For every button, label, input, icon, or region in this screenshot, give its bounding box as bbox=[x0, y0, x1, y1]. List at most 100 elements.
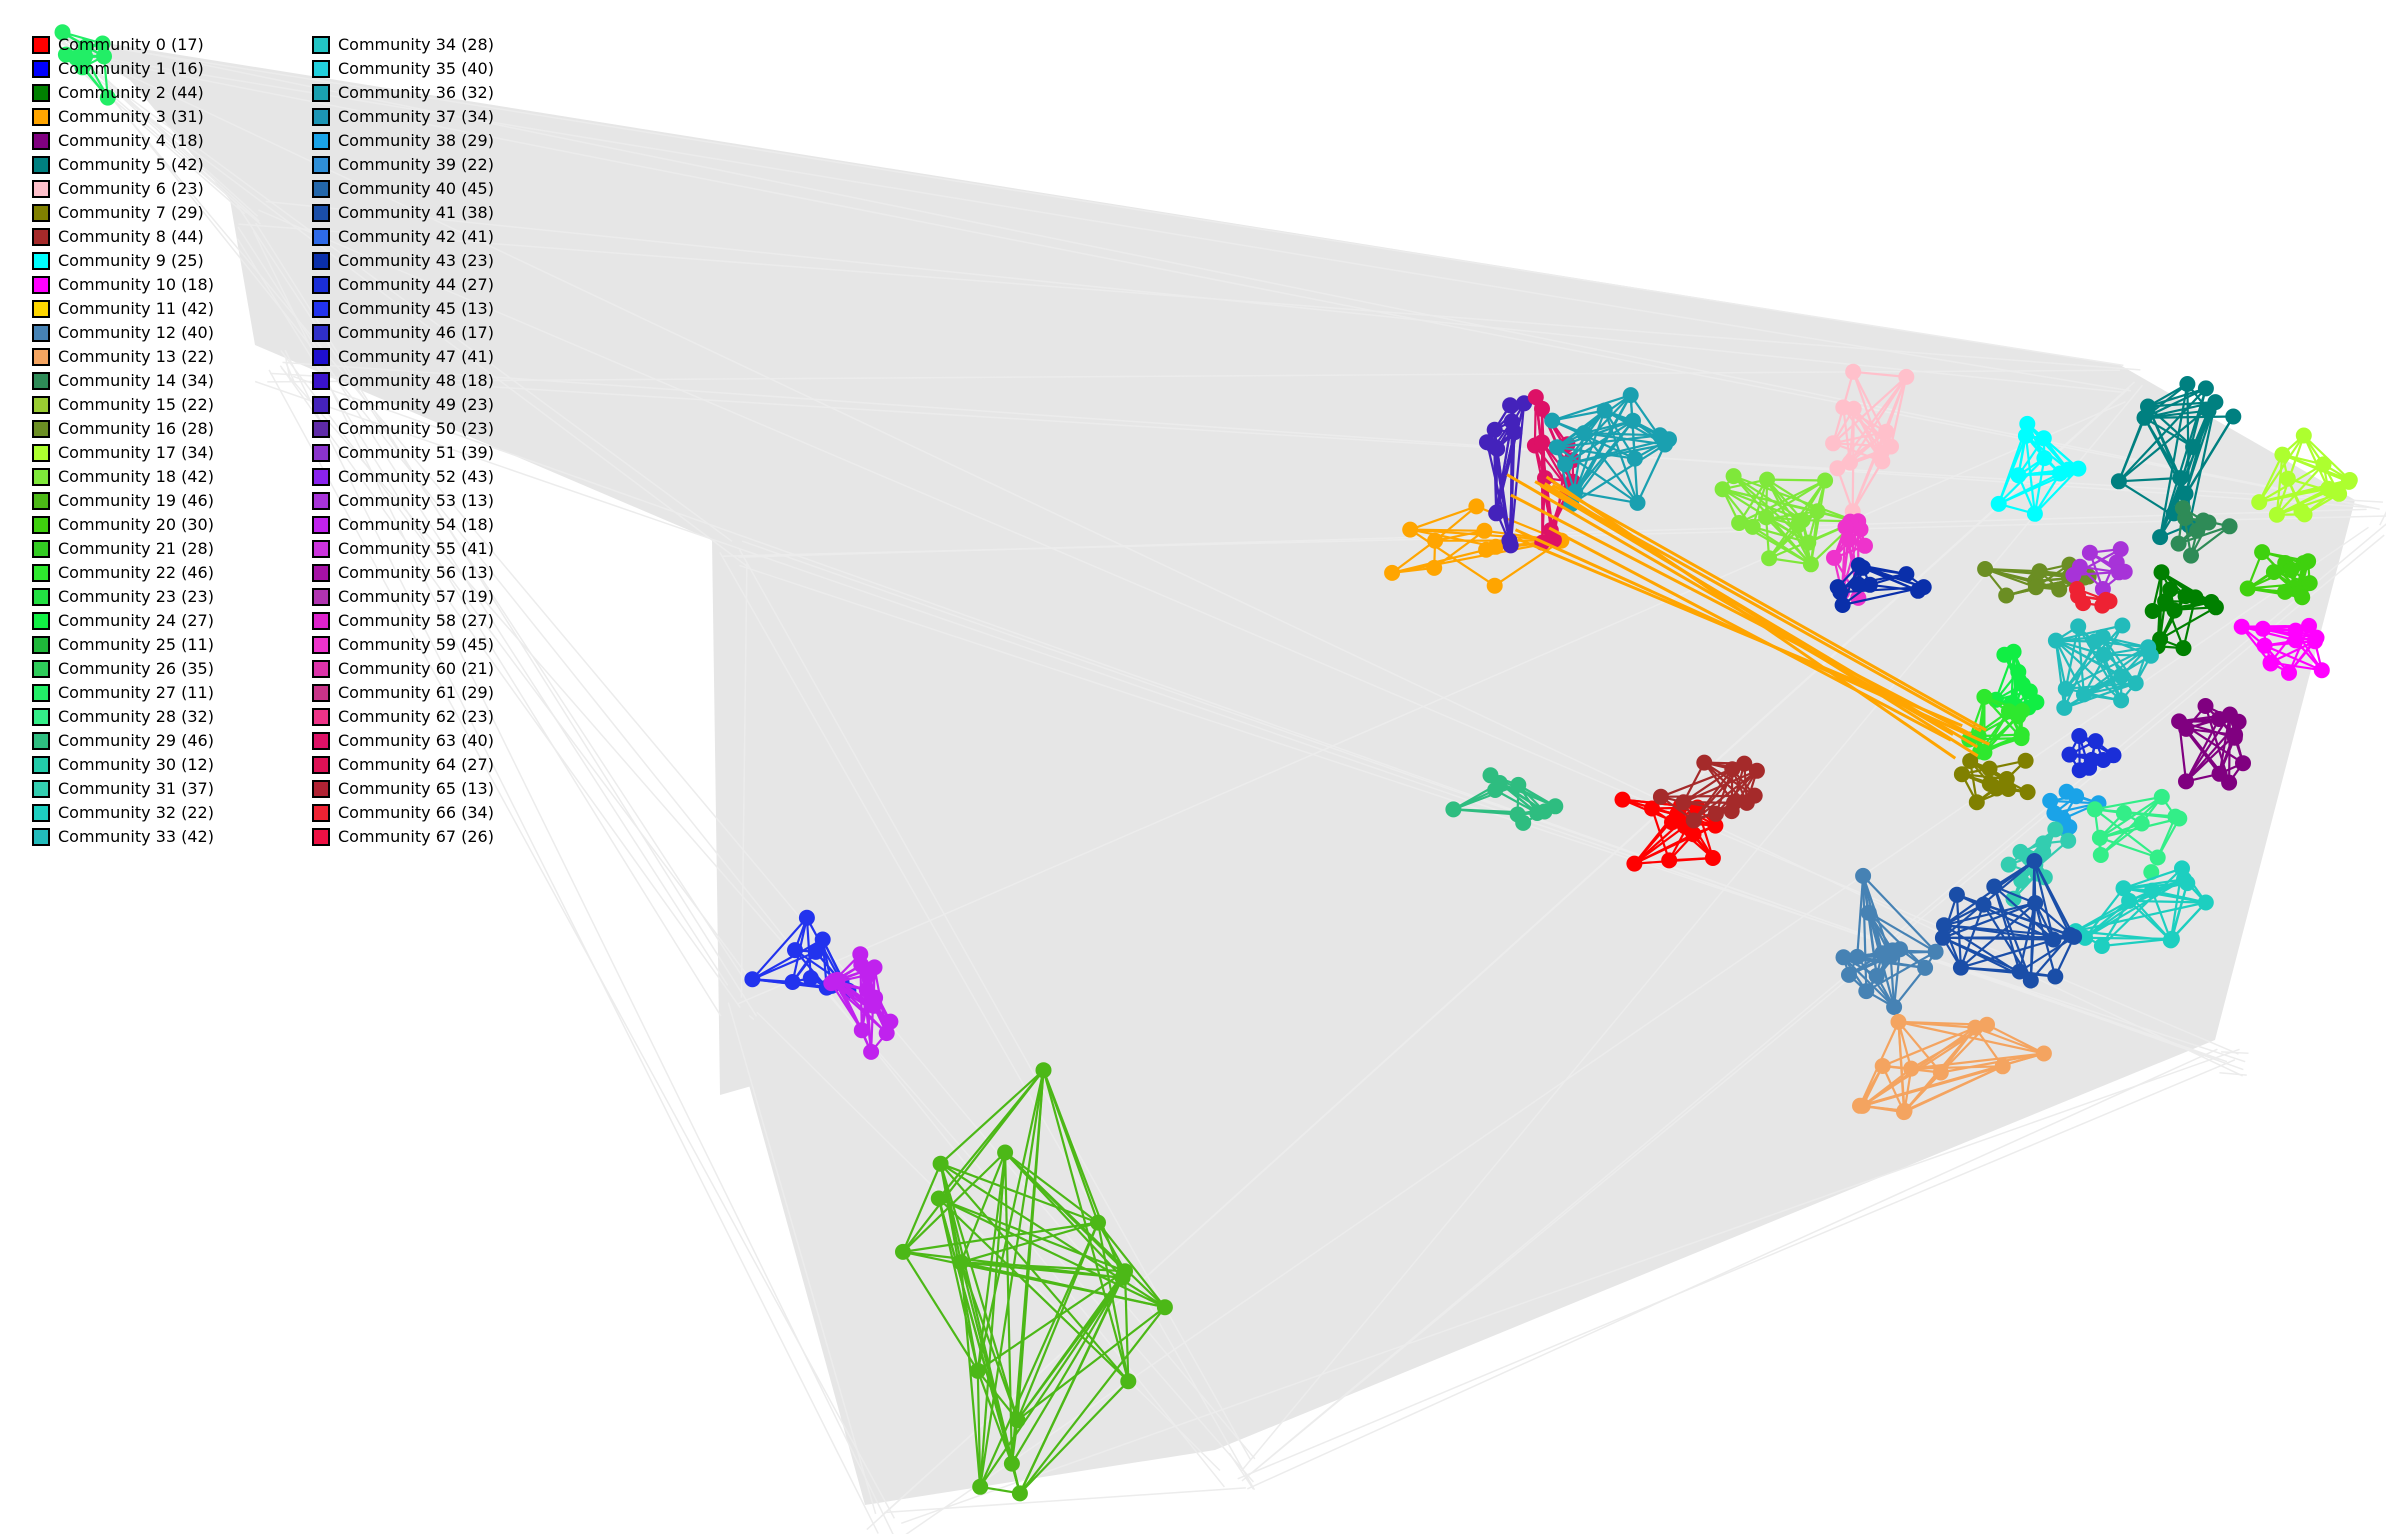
legend-item: Community 31 (37) bbox=[32, 777, 214, 801]
community-edge bbox=[1889, 376, 1908, 447]
graph-node bbox=[2093, 938, 2110, 954]
legend-item: Community 63 (40) bbox=[312, 729, 494, 753]
graph-node bbox=[1988, 780, 2005, 797]
graph-node bbox=[1664, 814, 1680, 831]
legend-swatch bbox=[312, 420, 330, 438]
community-edge bbox=[2147, 387, 2207, 408]
graph-node bbox=[2287, 632, 2304, 649]
legend-item: Community 54 (18) bbox=[312, 513, 494, 537]
graph-node bbox=[1714, 481, 1731, 498]
background-edge bbox=[280, 367, 1255, 1483]
legend-label: Community 55 (41) bbox=[338, 539, 494, 558]
graph-node bbox=[2121, 892, 2138, 909]
community-edge bbox=[937, 1198, 1013, 1464]
community-edge bbox=[2123, 887, 2206, 904]
community-edge bbox=[1859, 1052, 2045, 1107]
community-edge bbox=[805, 917, 812, 979]
community-edge bbox=[2055, 639, 2122, 702]
community-edge bbox=[1738, 479, 1826, 524]
community-edge bbox=[1409, 505, 1477, 531]
community-edge bbox=[977, 1270, 1126, 1372]
community-edge bbox=[1018, 1277, 1124, 1494]
legend-swatch bbox=[312, 156, 330, 174]
legend-label: Community 66 (34) bbox=[338, 803, 494, 822]
graph-node bbox=[2149, 849, 2166, 866]
legend-label: Community 38 (29) bbox=[338, 131, 494, 150]
legend-label: Community 24 (27) bbox=[58, 611, 214, 630]
graph-node bbox=[1120, 1373, 1137, 1390]
legend-label: Community 67 (26) bbox=[338, 827, 494, 846]
graph-node bbox=[2225, 408, 2242, 425]
graph-node bbox=[2152, 631, 2169, 648]
graph-node bbox=[1986, 878, 2003, 895]
community-edge bbox=[1485, 441, 1511, 541]
legend-item: Community 23 (23) bbox=[32, 585, 214, 609]
community-edge bbox=[1556, 446, 1639, 504]
graph-node bbox=[2268, 506, 2285, 523]
graph-node bbox=[2172, 470, 2189, 486]
legend-swatch bbox=[312, 84, 330, 102]
legend-swatch bbox=[312, 396, 330, 414]
graph-node bbox=[2277, 583, 2293, 600]
graph-node bbox=[57, 46, 74, 63]
legend-label: Community 32 (22) bbox=[58, 803, 214, 822]
graph-node bbox=[1644, 800, 1660, 817]
graph-node bbox=[2112, 541, 2129, 558]
community-edge bbox=[1986, 1023, 2045, 1055]
graph-node bbox=[1861, 576, 1878, 593]
legend-item: Community 43 (23) bbox=[312, 249, 494, 273]
community-cluster-41 bbox=[1934, 853, 2083, 989]
legend-label: Community 23 (23) bbox=[58, 587, 214, 606]
graph-node bbox=[1516, 395, 1533, 412]
graph-node bbox=[1704, 850, 1721, 866]
graph-node bbox=[1486, 421, 1503, 438]
background-edge bbox=[258, 209, 2239, 1055]
graph-node bbox=[2265, 564, 2282, 580]
graph-node bbox=[2313, 662, 2330, 679]
graph-node bbox=[852, 946, 869, 963]
graph-node bbox=[2113, 692, 2130, 709]
legend-swatch bbox=[312, 636, 330, 654]
community-edge bbox=[2264, 644, 2323, 672]
graph-node bbox=[1707, 817, 1724, 834]
community-edge bbox=[1583, 432, 1639, 504]
legend-swatch bbox=[32, 204, 50, 222]
graph-node bbox=[2075, 686, 2092, 703]
community-edge bbox=[976, 1152, 1007, 1371]
legend-item: Community 32 (22) bbox=[32, 801, 214, 825]
graph-node bbox=[2094, 597, 2111, 614]
community-edge bbox=[1683, 769, 1758, 804]
legend-label: Community 31 (37) bbox=[58, 779, 214, 798]
graph-node bbox=[2221, 518, 2238, 535]
graph-node bbox=[1476, 522, 1493, 539]
graph-node bbox=[1622, 387, 1639, 404]
community-edge bbox=[2276, 463, 2325, 516]
graph-node bbox=[1829, 460, 1846, 477]
community-edge bbox=[1703, 761, 1748, 804]
community-edge bbox=[1940, 1052, 2045, 1074]
community-edge bbox=[1960, 966, 2056, 978]
graph-node bbox=[2197, 698, 2214, 714]
community-edge bbox=[979, 1070, 1045, 1487]
graph-node bbox=[1547, 798, 1564, 815]
community-edge bbox=[2143, 416, 2194, 448]
community-edge bbox=[1943, 902, 2036, 927]
community-edge bbox=[1509, 421, 1513, 546]
graph-node bbox=[1557, 456, 1574, 473]
community-edge bbox=[2084, 887, 2125, 939]
community-edge bbox=[1862, 1023, 1988, 1107]
graph-node bbox=[2115, 805, 2132, 821]
graph-node bbox=[1890, 1013, 1907, 1030]
community-edge bbox=[2276, 479, 2351, 516]
background-edge bbox=[85, 65, 1225, 1488]
community-edge bbox=[1434, 529, 1485, 542]
graph-node bbox=[2111, 564, 2127, 581]
community-edge bbox=[805, 917, 843, 983]
legend-swatch bbox=[32, 780, 50, 798]
legend-swatch bbox=[32, 372, 50, 390]
legend-item: Community 6 (23) bbox=[32, 177, 214, 201]
graph-node bbox=[1898, 566, 1915, 583]
community-cluster-9 bbox=[1990, 415, 2087, 522]
community-edge bbox=[2190, 525, 2231, 557]
legend-label: Community 17 (34) bbox=[58, 443, 214, 462]
